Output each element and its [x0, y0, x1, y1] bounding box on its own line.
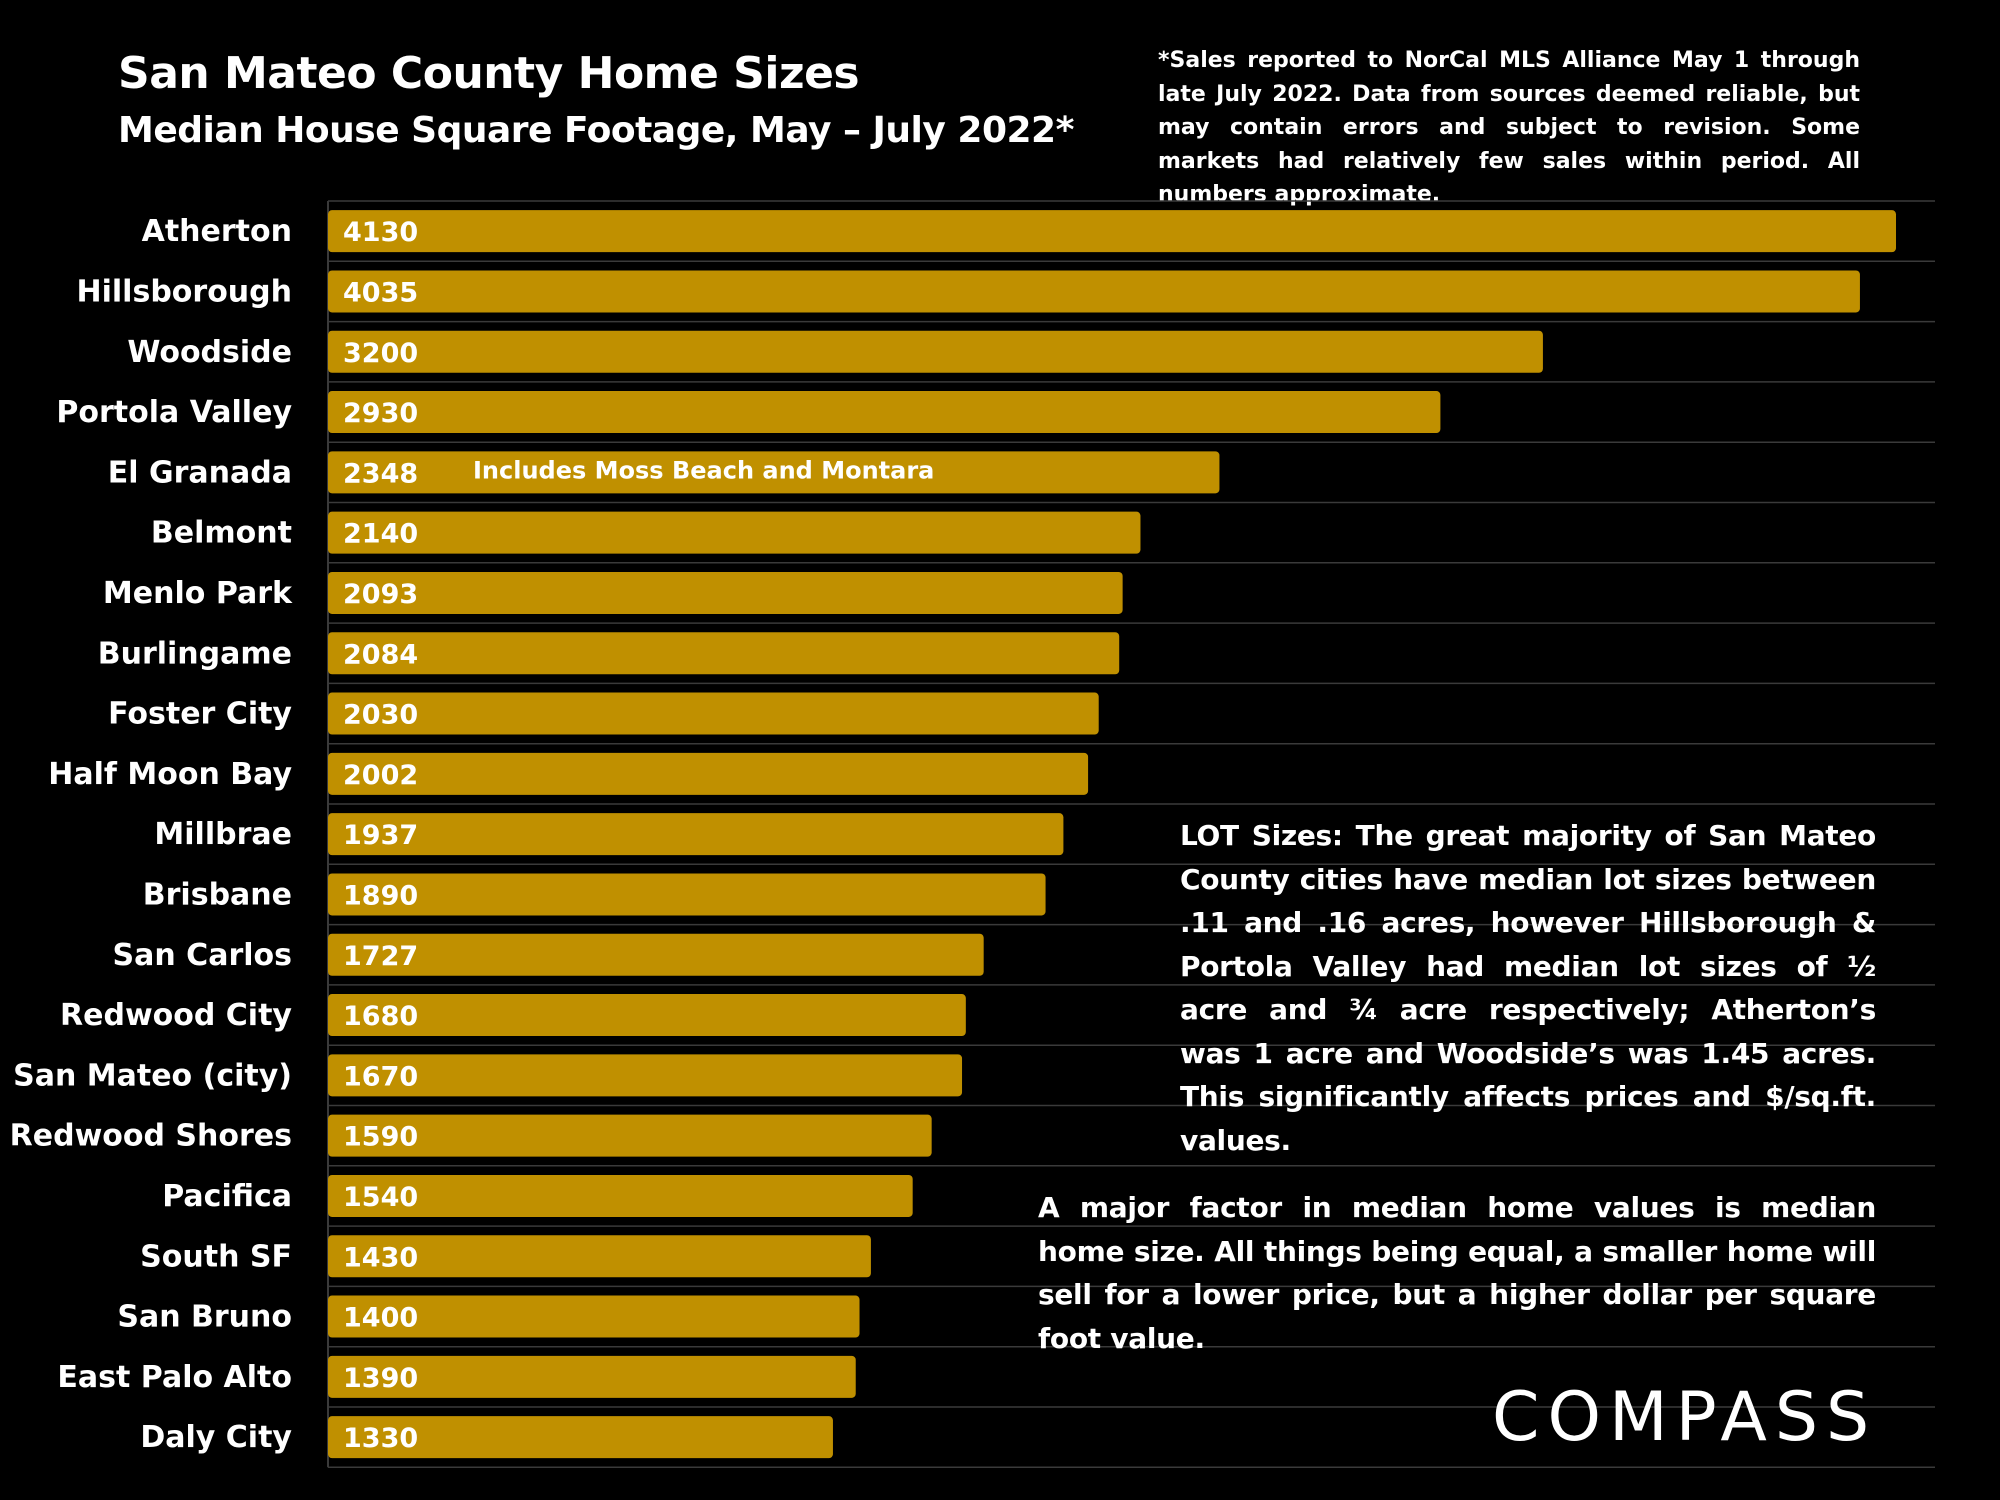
bar	[328, 933, 984, 976]
bar	[328, 511, 1141, 554]
category-label: Pacifica	[162, 1179, 292, 1214]
data-label: 2030	[343, 700, 418, 731]
bar	[328, 1416, 833, 1459]
bar	[328, 692, 1099, 735]
category-label: Daly City	[140, 1420, 292, 1455]
data-label: 1330	[343, 1423, 418, 1454]
median-size-note: A major factor in median home values is …	[1038, 1191, 1876, 1355]
bar	[328, 813, 1064, 856]
category-label: East Palo Alto	[57, 1360, 292, 1395]
bar	[328, 873, 1046, 916]
data-label: 1590	[343, 1122, 418, 1153]
category-label: Foster City	[108, 697, 292, 732]
data-label: 2084	[343, 639, 418, 670]
category-label: San Mateo (city)	[13, 1058, 292, 1093]
data-label: 2930	[343, 398, 418, 429]
category-label: Portola Valley	[56, 395, 292, 430]
category-label: San Bruno	[117, 1300, 292, 1335]
category-label: Brisbane	[143, 877, 292, 912]
category-label: Redwood Shores	[10, 1119, 292, 1154]
category-label: Half Moon Bay	[48, 757, 292, 792]
bar-layer	[328, 210, 1896, 1459]
bar	[328, 270, 1860, 313]
data-label: 2140	[343, 519, 418, 550]
category-label: South SF	[140, 1239, 292, 1274]
data-label: 2348	[343, 458, 418, 489]
category-label: Atherton	[142, 214, 292, 249]
data-label: 2093	[343, 579, 418, 610]
bar	[328, 1174, 913, 1217]
bar	[328, 451, 1220, 494]
bar	[328, 994, 966, 1037]
category-label: Belmont	[151, 516, 292, 551]
chart-title: San Mateo County Home Sizes	[118, 48, 860, 99]
data-label: 1670	[343, 1061, 418, 1092]
label-layer: Atherton 4130 Hillsborough 4035 Woodside 3200…	[10, 214, 935, 1455]
footnote: *Sales reported to NorCal MLS Alliance M…	[1158, 48, 1860, 207]
category-label: San Carlos	[113, 938, 292, 973]
data-label: 1540	[343, 1182, 418, 1213]
data-label: 1937	[343, 820, 418, 851]
bar	[328, 210, 1896, 253]
data-label: 1390	[343, 1363, 418, 1394]
bar	[328, 1355, 856, 1398]
category-label: El Granada	[108, 455, 292, 490]
category-label: Hillsborough	[77, 274, 293, 309]
bar	[328, 1295, 860, 1338]
data-label: 1400	[343, 1303, 418, 1334]
data-label: 4035	[343, 277, 418, 308]
bar	[328, 1235, 871, 1278]
bar	[328, 632, 1120, 675]
data-label: 1680	[343, 1001, 418, 1032]
data-label: 1430	[343, 1242, 418, 1273]
data-label: 4130	[343, 217, 418, 248]
data-label: 1727	[343, 941, 418, 972]
data-label: 3200	[343, 338, 418, 369]
category-label: Burlingame	[98, 636, 292, 671]
category-label: Redwood City	[60, 998, 292, 1033]
category-label: Menlo Park	[103, 576, 293, 611]
bar	[328, 391, 1441, 434]
compass-logo: COMPASS	[1492, 1378, 1878, 1457]
bar	[328, 1054, 963, 1097]
bar	[328, 330, 1543, 373]
category-label: Millbrae	[154, 817, 292, 852]
bar	[328, 1114, 932, 1157]
category-label: Woodside	[127, 335, 292, 370]
data-label: 2002	[343, 760, 418, 791]
chart-subtitle: Median House Square Footage, May – July …	[118, 110, 1074, 151]
data-label: 1890	[343, 880, 418, 911]
bar	[328, 752, 1089, 795]
bar	[328, 571, 1123, 614]
lot-sizes-note: LOT Sizes: The great majority of San Mat…	[1180, 819, 1876, 1157]
bar-annotation: Includes Moss Beach and Montara	[473, 456, 934, 484]
